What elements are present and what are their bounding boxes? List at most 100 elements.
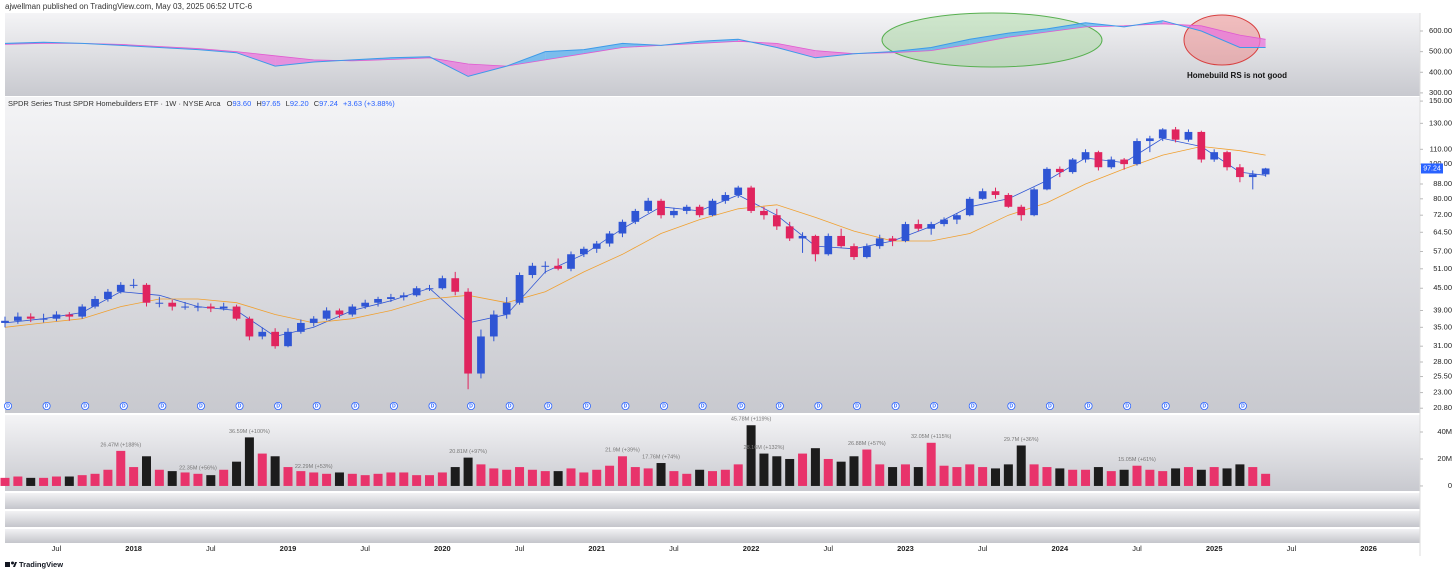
candle-body [1133, 141, 1141, 165]
y-tick-label: 88.00 [1433, 179, 1452, 188]
volume-bar [360, 475, 370, 486]
candle-body [14, 316, 22, 321]
candle-body [297, 322, 305, 332]
volume-bar [836, 461, 846, 486]
x-tick-label: 2022 [743, 544, 760, 553]
candle-body [965, 198, 974, 216]
candle-body [708, 200, 717, 216]
candle-body [888, 238, 897, 241]
candle-body [284, 331, 292, 347]
dividend-circle [1238, 401, 1247, 410]
logo-part [5, 562, 10, 567]
dividend-marker: D [1123, 401, 1132, 410]
dividend-label: D [508, 404, 512, 410]
candle-body [464, 291, 472, 374]
candle-body [374, 298, 382, 303]
volume-bar [553, 471, 563, 486]
x-tick-label: Jul [1132, 544, 1142, 553]
volume-bar [682, 473, 692, 486]
volume-bar [643, 468, 653, 486]
volume-bar [759, 453, 769, 486]
dividend-circle [158, 401, 167, 410]
candle-body [940, 219, 948, 225]
candle-body [258, 331, 267, 337]
volume-bar [965, 464, 975, 486]
rs-fill [468, 64, 507, 77]
candle-body [155, 302, 164, 304]
dividend-label: D [392, 404, 396, 410]
dividend-circle [81, 401, 90, 410]
candle-body [1261, 168, 1270, 175]
candle-body [1184, 131, 1193, 140]
volume-bar [219, 469, 229, 486]
volume-bar [296, 471, 306, 486]
volume-annotation: 26.47M (+188%) [100, 442, 141, 448]
volume-bar [1145, 469, 1155, 486]
volume-bar [978, 467, 988, 486]
dividend-label: D [855, 404, 859, 410]
volume-bar [798, 453, 808, 486]
candle-body [1223, 152, 1231, 168]
candle-body [747, 187, 755, 211]
dividend-label: D [1203, 404, 1207, 410]
volume-bar [386, 472, 396, 486]
publisher: ajwellman published on TradingView.com, … [5, 2, 253, 11]
candle-body [605, 233, 614, 244]
dividend-label: D [122, 404, 126, 410]
y-tick-label: 600.00 [1429, 26, 1452, 35]
candle-body [1158, 129, 1167, 139]
x-tick-label: 2024 [1051, 544, 1069, 553]
candle-body [927, 224, 936, 229]
price-tag [1421, 163, 1443, 174]
candle-body [322, 310, 331, 319]
volume-bar [952, 467, 962, 486]
volume-bar [244, 437, 254, 486]
candle-body [206, 306, 215, 309]
legend-key: H [256, 99, 261, 108]
candle-body [438, 278, 447, 289]
legend-value: 93.60 [233, 99, 252, 108]
volume-annotation: 36.59M (+100%) [229, 429, 270, 435]
volume-bar [1016, 445, 1026, 486]
candle-body [451, 278, 460, 292]
volume-bar [90, 473, 100, 486]
y-tick-label: 110.00 [1430, 144, 1452, 153]
empty-pane [5, 493, 1420, 509]
symbol: SPDR Series Trust SPDR Homebuilders ETF … [8, 99, 221, 108]
dividend-marker: D [467, 401, 476, 410]
volume-bar [129, 467, 139, 486]
dividend-marker: D [1084, 401, 1093, 410]
x-tick-label: Jul [206, 544, 216, 553]
dividend-label: D [6, 404, 10, 410]
volume-bar [630, 467, 640, 486]
candle-body [682, 206, 691, 211]
dividend-label: D [45, 404, 49, 410]
dividend-marker: D [196, 401, 205, 410]
volume-bar [13, 476, 23, 486]
dividend-marker: D [4, 401, 12, 410]
dividend-marker: D [81, 401, 90, 410]
volume-bar [51, 476, 61, 486]
x-tick-label: 2019 [280, 544, 297, 553]
candle-body [528, 265, 537, 276]
candle-body [1197, 131, 1206, 160]
volume-bar [695, 469, 705, 486]
dividend-marker: D [1007, 401, 1016, 410]
volume-bar [26, 477, 36, 486]
rs-fill [1047, 22, 1086, 32]
dividend-marker: D [621, 401, 630, 410]
volume-annotation: 22.35M (+56%) [179, 465, 217, 471]
volume-bar [785, 458, 795, 486]
volume-bar [939, 465, 949, 486]
dividend-label: D [971, 404, 975, 410]
volume-bar [141, 456, 152, 486]
volume-annotation: 17.76M (+74%) [642, 454, 680, 460]
candle-body [1055, 168, 1064, 173]
volume-bar [515, 467, 525, 486]
candle-body [1210, 152, 1219, 160]
candle-body [978, 191, 987, 199]
volume-bar [0, 477, 10, 486]
volume-bar [116, 450, 126, 486]
dividend-marker: D [544, 401, 553, 410]
